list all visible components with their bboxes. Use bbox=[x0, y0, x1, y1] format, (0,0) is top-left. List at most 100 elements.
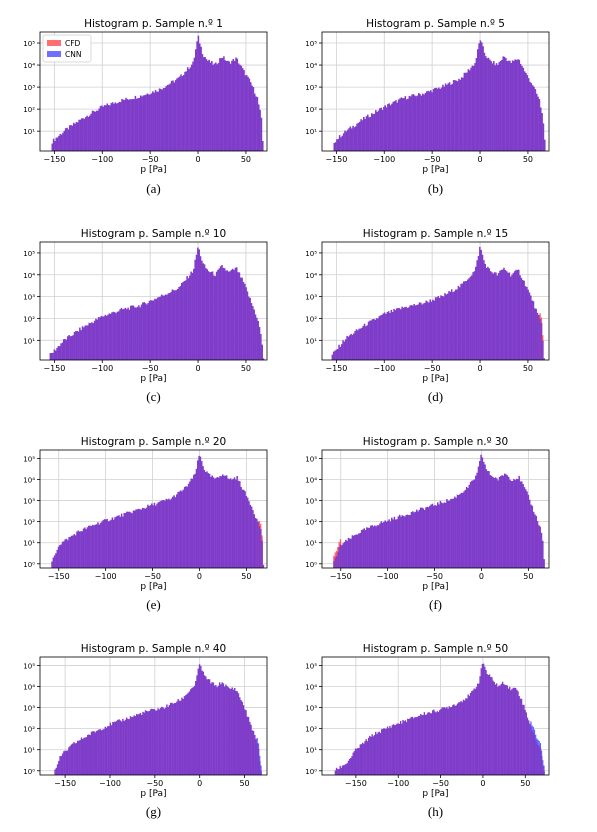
histogram-bar bbox=[444, 293, 446, 360]
histogram-bar bbox=[198, 249, 200, 360]
y-tick-label: 10³ bbox=[23, 84, 35, 92]
histogram-bar bbox=[186, 67, 189, 151]
histogram-bar bbox=[475, 475, 477, 568]
histogram-bar bbox=[230, 269, 233, 360]
histogram-bar bbox=[114, 721, 117, 775]
histogram-bar bbox=[534, 514, 536, 568]
histogram-bar bbox=[205, 268, 207, 360]
histogram-bar bbox=[231, 479, 233, 568]
histogram-bar bbox=[198, 664, 201, 775]
histogram-bar bbox=[152, 91, 154, 151]
histogram-bar bbox=[144, 710, 147, 775]
histogram-bar bbox=[199, 256, 202, 360]
histogram-bar bbox=[374, 319, 377, 360]
histogram-bar bbox=[464, 72, 467, 151]
histogram-bar bbox=[118, 101, 121, 151]
histogram-bar bbox=[90, 113, 92, 151]
histogram-bar bbox=[403, 98, 405, 151]
histogram-bar bbox=[182, 281, 184, 360]
histogram-bar bbox=[387, 311, 390, 360]
histogram-bar bbox=[198, 43, 201, 151]
histogram-bar bbox=[58, 135, 60, 151]
histogram-bar bbox=[158, 297, 160, 360]
y-tick-label: 10³ bbox=[23, 294, 35, 302]
histogram-bar bbox=[503, 684, 505, 775]
histogram-bar bbox=[336, 349, 339, 360]
histogram-bar bbox=[430, 301, 433, 360]
histogram-bar bbox=[225, 684, 227, 775]
y-tick-label: 10⁵ bbox=[23, 455, 35, 463]
histogram-bar bbox=[340, 767, 343, 775]
histogram-bar bbox=[377, 318, 379, 360]
histogram-bar bbox=[484, 666, 486, 775]
histogram-bar bbox=[331, 354, 334, 360]
histogram-bar bbox=[343, 341, 346, 360]
histogram-bar bbox=[512, 687, 514, 775]
histogram-bar bbox=[509, 479, 511, 568]
histogram-bar bbox=[479, 460, 481, 568]
histogram-bar bbox=[254, 314, 257, 360]
histogram-bar bbox=[538, 746, 541, 775]
histogram-bar bbox=[214, 276, 217, 360]
histogram-bar bbox=[413, 95, 416, 151]
histogram-bar bbox=[63, 751, 65, 775]
histogram-bar bbox=[463, 491, 465, 568]
histogram-bar bbox=[389, 521, 392, 568]
histogram-bar bbox=[383, 728, 385, 775]
histogram-bar bbox=[503, 473, 506, 568]
histogram-bar bbox=[140, 509, 143, 568]
histogram-bar bbox=[219, 58, 221, 151]
x-tick-label: −150 bbox=[325, 364, 347, 373]
histogram-bar bbox=[206, 471, 208, 568]
histogram-bar bbox=[334, 142, 337, 151]
histogram-bar bbox=[97, 730, 99, 775]
histogram-bar bbox=[461, 702, 463, 775]
legend-swatch bbox=[47, 40, 61, 46]
histogram-bar bbox=[397, 308, 399, 360]
histogram-bar bbox=[404, 720, 407, 775]
histogram-bar bbox=[216, 477, 219, 568]
histogram-bar bbox=[140, 304, 143, 360]
histogram-bar bbox=[438, 504, 440, 568]
histogram-bar bbox=[52, 352, 54, 360]
histogram-bar bbox=[454, 705, 456, 775]
histogram-bar bbox=[358, 533, 360, 568]
histogram-bar bbox=[168, 84, 170, 151]
histogram-bar bbox=[523, 280, 525, 360]
histogram-bar bbox=[101, 316, 104, 360]
histogram-bar bbox=[517, 691, 519, 775]
histogram-bar bbox=[60, 544, 62, 568]
histogram-bar bbox=[428, 91, 431, 151]
histogram-bar bbox=[141, 96, 143, 151]
histogram-bar bbox=[184, 71, 186, 151]
histogram-bar bbox=[49, 353, 52, 360]
histogram-bar bbox=[458, 287, 461, 360]
histogram-bar bbox=[79, 740, 81, 775]
histogram-bar bbox=[122, 718, 124, 775]
histogram-bar bbox=[505, 474, 507, 568]
histogram-bar bbox=[502, 475, 505, 568]
histogram-bar bbox=[456, 494, 459, 568]
histogram-bar bbox=[258, 326, 261, 360]
histogram-bar bbox=[543, 358, 545, 360]
histogram-bar bbox=[235, 267, 238, 360]
histogram-bar bbox=[55, 553, 57, 568]
histogram-bar bbox=[519, 275, 521, 360]
histogram-bar bbox=[229, 478, 232, 568]
histogram-bar bbox=[55, 137, 58, 151]
x-tick-label: −100 bbox=[377, 572, 399, 581]
histogram-bar bbox=[451, 498, 453, 568]
histogram-bar bbox=[485, 56, 487, 151]
y-tick-label: 10¹ bbox=[23, 540, 35, 548]
histogram-bar bbox=[340, 137, 342, 151]
histogram-bar bbox=[196, 675, 198, 775]
histogram-bar bbox=[185, 280, 187, 360]
histogram-bar bbox=[120, 721, 123, 775]
histogram-bar bbox=[61, 342, 64, 360]
histogram-bar bbox=[381, 522, 384, 568]
histogram-bar bbox=[63, 130, 66, 151]
histogram-bar bbox=[157, 708, 159, 775]
histogram-bar bbox=[213, 63, 216, 151]
histogram-bar bbox=[360, 119, 362, 151]
histogram-bar bbox=[427, 712, 429, 775]
